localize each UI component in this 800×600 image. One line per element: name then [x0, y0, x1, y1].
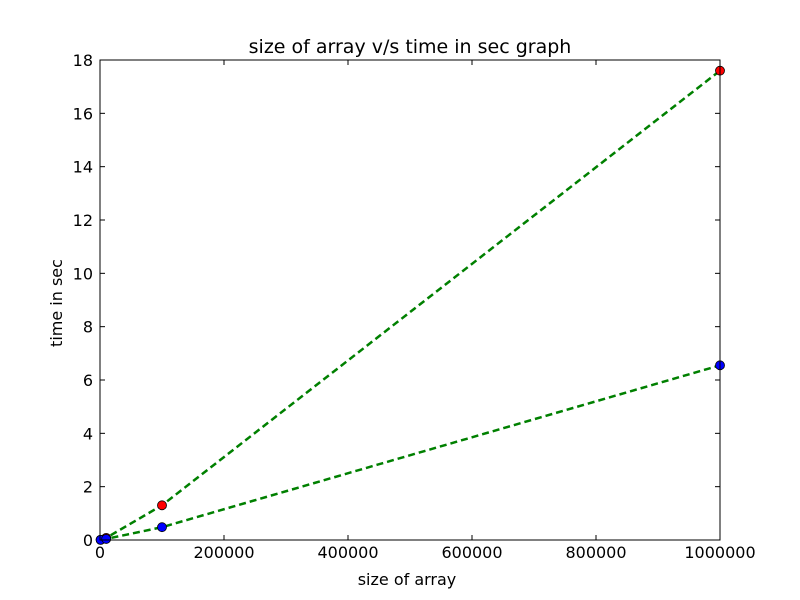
- series-2-point: [101, 534, 112, 544]
- y-tick-label: 10: [73, 264, 93, 283]
- x-tick-label: 200000: [193, 543, 254, 562]
- x-axis-title: size of array: [358, 570, 457, 589]
- y-tick-label: 8: [83, 318, 93, 337]
- y-tick-label: 14: [73, 158, 93, 177]
- ticks-layer: 0 200000 400000 600000 800000 1000000 0 2 4 6 8 10 1…: [73, 51, 756, 562]
- y-tick-label: 12: [73, 211, 93, 230]
- y-axis-title: time in sec: [47, 259, 66, 347]
- x-tick-label: 800000: [565, 543, 626, 562]
- y-tick-label: 16: [73, 104, 93, 123]
- y-tick-label: 2: [83, 478, 93, 497]
- y-tick-label: 0: [83, 531, 93, 550]
- x-tick-label: 400000: [317, 543, 378, 562]
- series-1-line: [100, 69, 721, 541]
- x-tick-label: 0: [95, 543, 105, 562]
- y-tick-label: 18: [73, 51, 93, 70]
- x-tick-label: 1000000: [684, 543, 755, 562]
- plot-frame: [99, 59, 721, 541]
- series-2-point: [157, 522, 167, 533]
- series-1-point: [157, 500, 167, 511]
- chart-title: size of array v/s time in sec graph: [249, 36, 572, 58]
- y-tick-label: 4: [83, 424, 93, 443]
- y-tick-label: 6: [83, 371, 93, 390]
- series-2-line: [100, 364, 721, 542]
- x-tick-label: 600000: [441, 543, 502, 562]
- series-layer: [95, 65, 725, 545]
